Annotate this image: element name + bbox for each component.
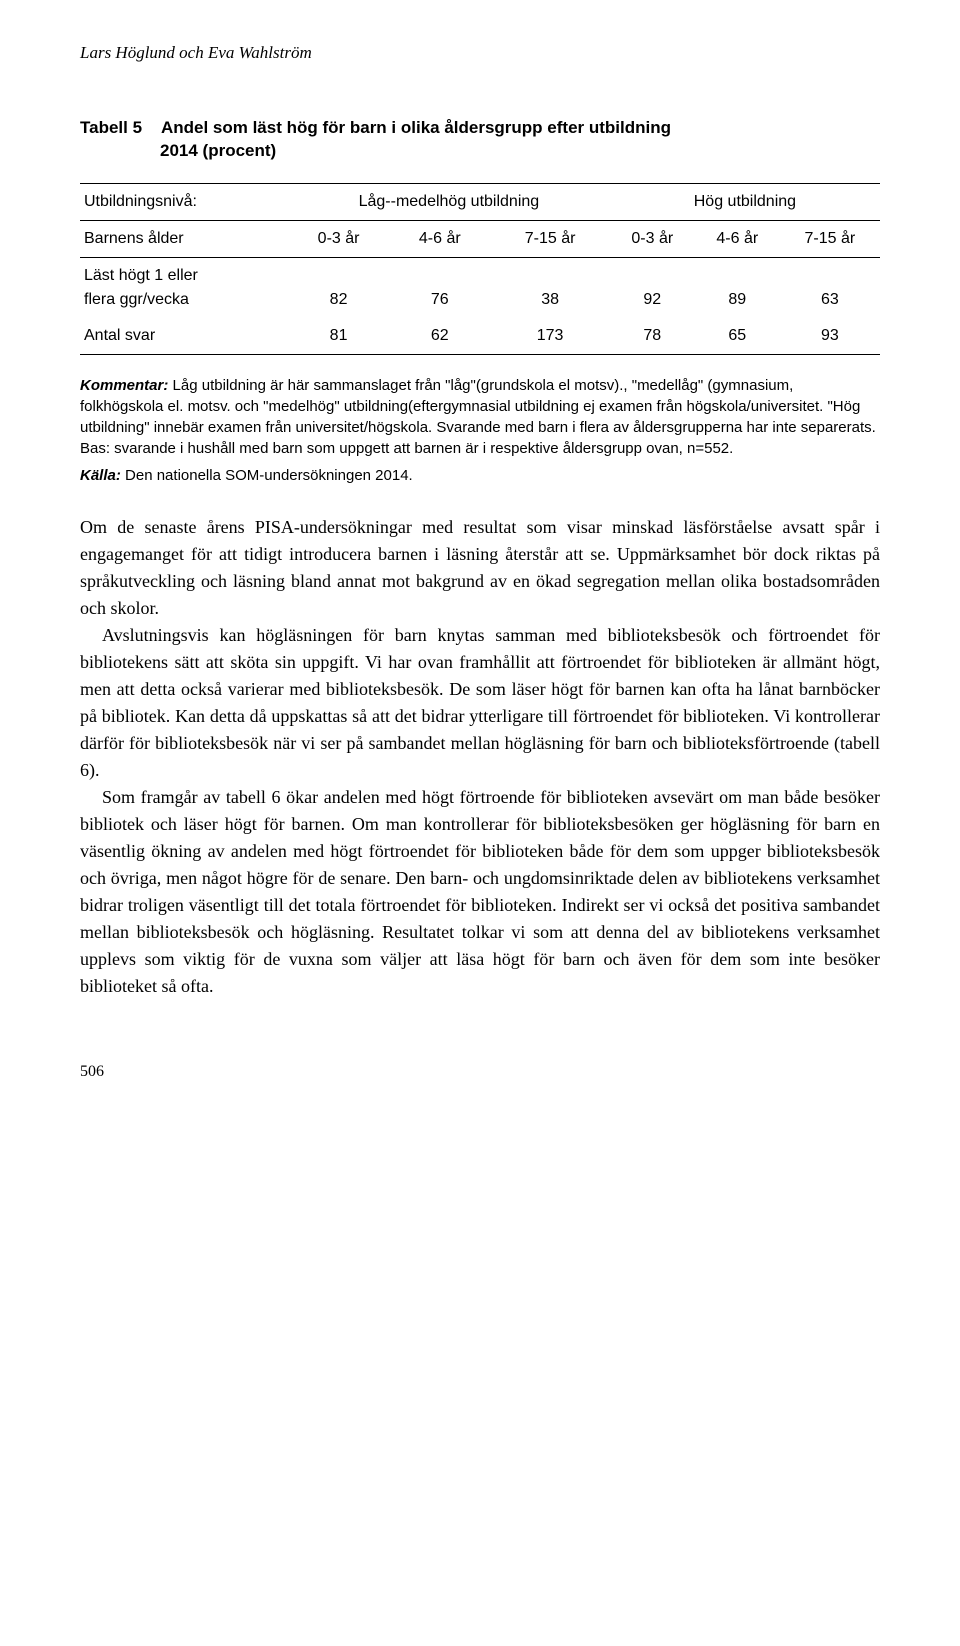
paragraph: Som framgår av tabell 6 ökar andelen med…: [80, 784, 880, 1000]
col-header-group-low: Låg--medelhög utbildning: [288, 184, 610, 221]
cell: 81: [288, 318, 389, 355]
table-title-line2: 2014 (procent): [160, 141, 276, 160]
cell: 62: [389, 318, 490, 355]
row-label: Läst högt 1 eller flera ggr/vecka: [80, 258, 288, 319]
row-label-line1: Läst högt 1 eller: [84, 267, 198, 284]
cell: 65: [695, 318, 780, 355]
row-label: Antal svar: [80, 318, 288, 355]
cell: 93: [780, 318, 880, 355]
cell: 38: [490, 258, 609, 319]
data-table: Utbildningsnivå: Låg--medelhög utbildnin…: [80, 183, 880, 355]
cell: 92: [610, 258, 695, 319]
paragraph: Avslutningsvis kan högläsningen för barn…: [80, 622, 880, 784]
col-header-age-4-6-a: 4-6 år: [389, 221, 490, 258]
comment-label: Kommentar:: [80, 377, 168, 394]
author-line: Lars Höglund och Eva Wahlström: [80, 40, 880, 66]
cell: 173: [490, 318, 609, 355]
table-title: Tabell 5 Andel som läst hög för barn i o…: [80, 116, 880, 164]
paragraph: Om de senaste årens PISA-undersökningar …: [80, 514, 880, 622]
col-header-level: Utbildningsnivå:: [80, 184, 288, 221]
cell: 76: [389, 258, 490, 319]
col-header-age-4-6-b: 4-6 år: [695, 221, 780, 258]
col-header-age-0-3-b: 0-3 år: [610, 221, 695, 258]
col-header-group-high: Hög utbildning: [610, 184, 880, 221]
source-text: Den nationella SOM-undersökningen 2014.: [121, 467, 413, 484]
comment-text: Låg utbildning är här sammanslaget från …: [80, 377, 876, 457]
col-header-age: Barnens ålder: [80, 221, 288, 258]
page-number: 506: [80, 1060, 880, 1084]
cell: 78: [610, 318, 695, 355]
table-source: Källa: Den nationella SOM-undersökningen…: [80, 465, 880, 486]
col-header-age-7-15-b: 7-15 år: [780, 221, 880, 258]
table-row: Antal svar 81 62 173 78 65 93: [80, 318, 880, 355]
cell: 89: [695, 258, 780, 319]
row-label-line2: flera ggr/vecka: [84, 291, 189, 308]
col-header-age-0-3-a: 0-3 år: [288, 221, 389, 258]
table-label: Tabell 5: [80, 118, 142, 137]
table-comment: Kommentar: Låg utbildning är här sammans…: [80, 375, 880, 459]
body-text: Om de senaste årens PISA-undersökningar …: [80, 514, 880, 1000]
table-title-line1: Andel som läst hög för barn i olika ålde…: [161, 118, 671, 137]
cell: 63: [780, 258, 880, 319]
col-header-age-7-15-a: 7-15 år: [490, 221, 609, 258]
table-row: Läst högt 1 eller flera ggr/vecka 82 76 …: [80, 258, 880, 319]
source-label: Källa:: [80, 467, 121, 484]
cell: 82: [288, 258, 389, 319]
